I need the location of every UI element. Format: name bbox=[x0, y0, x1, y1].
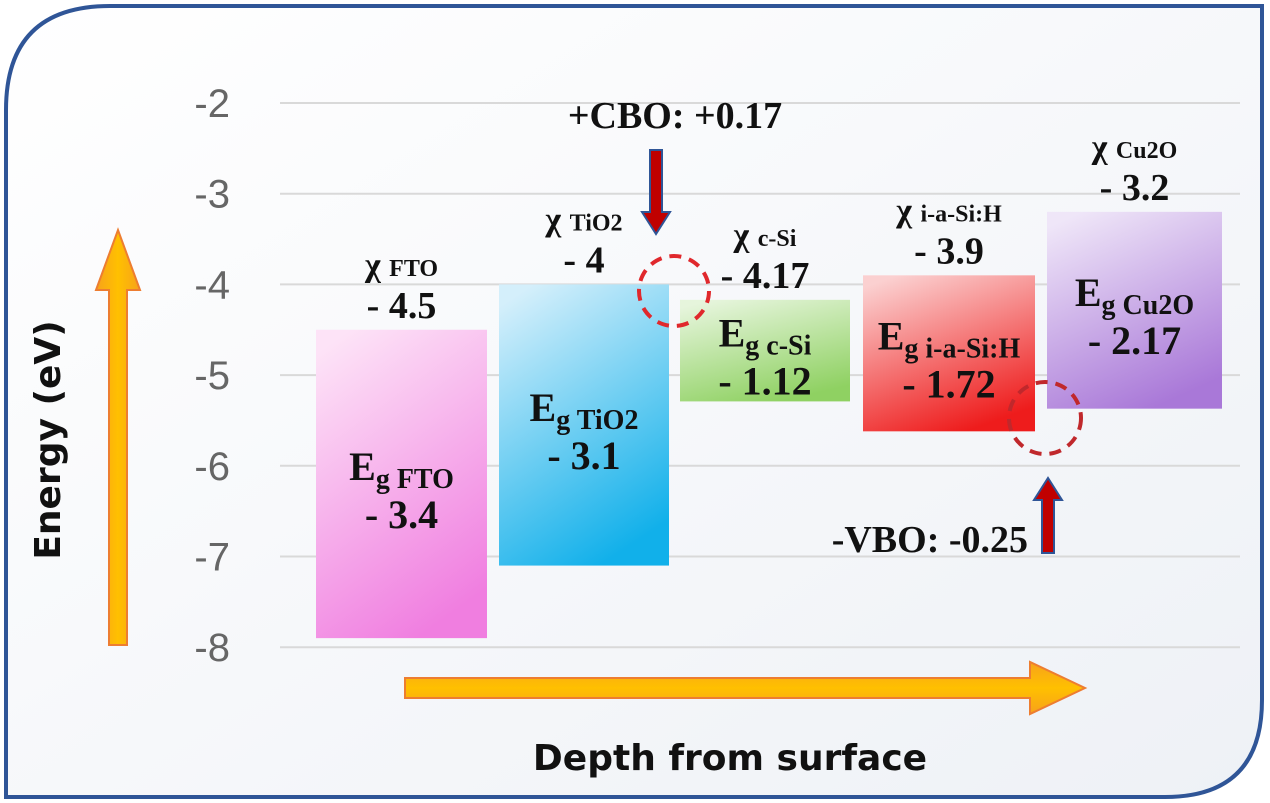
x-axis-label: Depth from surface bbox=[533, 738, 927, 779]
electron-affinity-value: - 4 bbox=[563, 239, 604, 281]
bandgap-label: Eg TiO2 bbox=[530, 385, 639, 436]
y-tick-label: -5 bbox=[194, 354, 230, 398]
x-axis-arrow-icon bbox=[404, 660, 1088, 716]
eg-subscript: g i-a-Si:H bbox=[904, 333, 1020, 364]
vbo-up-arrow-icon bbox=[1032, 476, 1064, 554]
chi-subscript: FTO bbox=[389, 256, 438, 282]
bandgap-value: - 1.12 bbox=[718, 359, 811, 404]
chi-subscript: TiO2 bbox=[570, 210, 623, 236]
y-tick-label: -2 bbox=[194, 82, 230, 126]
y-tick-label: -6 bbox=[194, 445, 230, 489]
chi-symbol: χ bbox=[733, 217, 758, 254]
cbo-label: +CBO: +0.17 bbox=[568, 95, 782, 137]
eg-subscript: g Cu2O bbox=[1102, 290, 1195, 321]
band-bar-tio2 bbox=[499, 284, 669, 566]
eg-symbol: E bbox=[1075, 270, 1102, 315]
bandgap-value: - 2.17 bbox=[1088, 318, 1181, 363]
bandgap-value: - 1.72 bbox=[902, 361, 995, 406]
eg-subscript: g FTO bbox=[376, 464, 454, 495]
eg-symbol: E bbox=[878, 313, 905, 358]
cbo-highlight-circle bbox=[637, 254, 711, 328]
bandgap-label: Eg FTO bbox=[349, 444, 454, 495]
bandgap-value: - 3.1 bbox=[547, 433, 620, 478]
y-tick-label: -8 bbox=[194, 626, 230, 670]
band-bar-cu2o bbox=[1047, 211, 1222, 409]
y-tick-label: -4 bbox=[194, 263, 230, 307]
band-bar-i-a-si-h bbox=[863, 275, 1035, 432]
eg-subscript: g TiO2 bbox=[556, 405, 638, 436]
y-axis-label: Energy (eV) bbox=[28, 320, 69, 559]
bandgap-value: - 3.4 bbox=[365, 492, 438, 537]
eg-symbol: E bbox=[530, 385, 557, 430]
electron-affinity-label: χ i-a-Si:H bbox=[895, 192, 1002, 229]
electron-affinity-label: χ Cu2O bbox=[1091, 129, 1178, 166]
chi-symbol: χ bbox=[1091, 129, 1116, 166]
electron-affinity-label: χ c-Si bbox=[733, 217, 797, 254]
electron-affinity-value: - 4.5 bbox=[367, 285, 437, 327]
chi-symbol: χ bbox=[544, 201, 569, 238]
electron-affinity-value: - 3.2 bbox=[1100, 167, 1170, 209]
chi-subscript: Cu2O bbox=[1116, 138, 1177, 164]
vbo-highlight-circle bbox=[1007, 380, 1083, 456]
band-bar-fto bbox=[316, 329, 487, 639]
electron-affinity-value: - 4.17 bbox=[721, 255, 810, 297]
vbo-label: -VBO: -0.25 bbox=[832, 519, 1028, 561]
y-tick-label: -3 bbox=[194, 173, 230, 217]
chi-subscript: i-a-Si:H bbox=[920, 201, 1002, 227]
eg-symbol: E bbox=[719, 311, 746, 356]
chi-symbol: χ bbox=[895, 192, 920, 229]
bandgap-label: Eg c-Si bbox=[719, 311, 812, 362]
electron-affinity-label: χ TiO2 bbox=[544, 201, 622, 238]
chi-subscript: c-Si bbox=[758, 226, 797, 252]
electron-affinity-label: χ FTO bbox=[364, 247, 438, 284]
band-bar-c-si bbox=[680, 299, 850, 402]
eg-subscript: g c-Si bbox=[745, 331, 811, 362]
bandgap-label: Eg Cu2O bbox=[1075, 270, 1194, 321]
eg-symbol: E bbox=[349, 444, 376, 489]
y-tick-label: -7 bbox=[194, 536, 230, 580]
bandgap-label: Eg i-a-Si:H bbox=[878, 313, 1021, 364]
cbo-down-arrow-icon bbox=[640, 149, 672, 236]
y-axis-arrow-icon bbox=[94, 227, 142, 646]
electron-affinity-value: - 3.9 bbox=[914, 230, 984, 272]
chi-symbol: χ bbox=[364, 247, 389, 284]
